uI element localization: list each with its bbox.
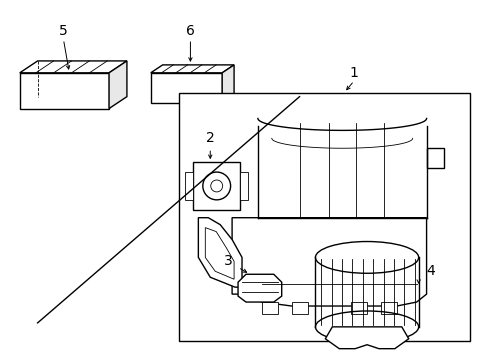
Polygon shape [198,218,242,287]
Polygon shape [426,148,444,168]
Polygon shape [150,65,234,73]
Polygon shape [185,172,193,200]
Text: 2: 2 [205,131,214,145]
Polygon shape [20,61,127,73]
Polygon shape [109,61,127,109]
Polygon shape [20,73,109,109]
Polygon shape [222,65,234,103]
Polygon shape [325,327,408,349]
Text: 5: 5 [59,24,68,38]
Polygon shape [205,228,234,279]
Polygon shape [232,218,426,306]
Text: 3: 3 [224,255,232,268]
Text: 1: 1 [349,66,358,80]
Polygon shape [178,93,469,341]
Polygon shape [350,302,366,314]
Polygon shape [262,302,277,314]
Polygon shape [291,302,307,314]
Polygon shape [240,172,247,200]
Text: 4: 4 [426,264,434,278]
Polygon shape [380,302,396,314]
Text: 6: 6 [185,24,194,38]
Polygon shape [193,162,240,210]
Polygon shape [238,274,281,302]
Polygon shape [150,73,222,103]
